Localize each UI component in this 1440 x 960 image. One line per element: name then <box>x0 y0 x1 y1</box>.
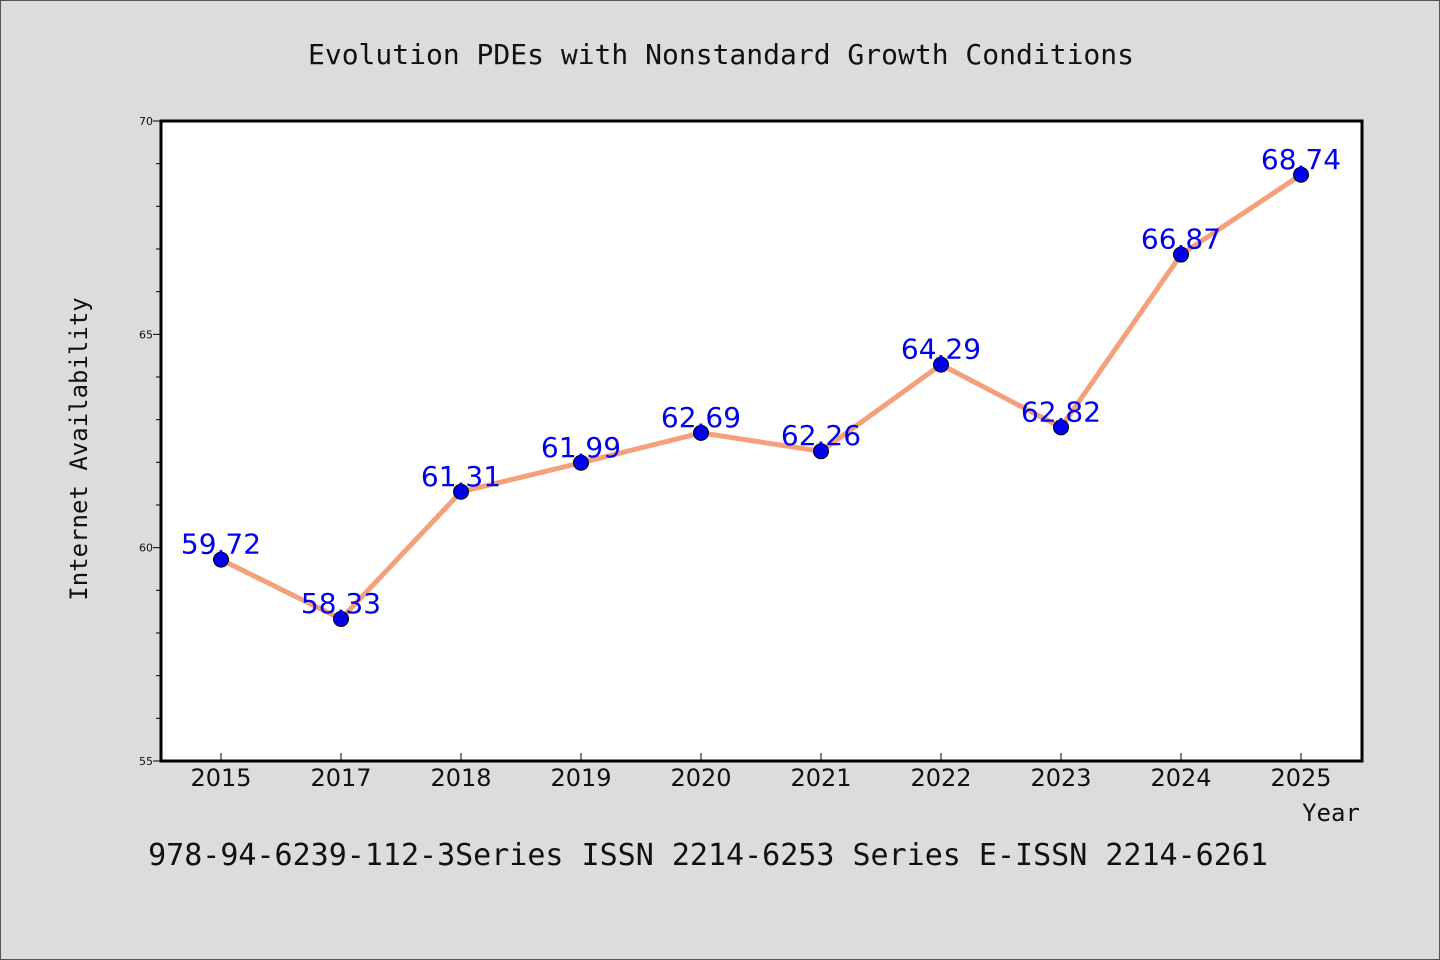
data-label: 58.33 <box>301 587 381 620</box>
x-axis-label: Year <box>1302 799 1360 827</box>
x-tick-label: 2022 <box>910 764 971 792</box>
data-point <box>693 424 709 441</box>
data-label: 61.99 <box>541 431 621 464</box>
data-label: 62.82 <box>1021 395 1101 428</box>
data-point <box>213 551 229 568</box>
data-point <box>1293 166 1309 183</box>
y-axis: 55 60 65 70 <box>139 115 161 768</box>
x-tick-label: 2018 <box>430 764 491 792</box>
data-point <box>933 356 949 373</box>
series-line <box>218 172 1304 622</box>
footer-text: 978-94-6239-112-3Series ISSN 2214-6253 S… <box>148 838 1268 873</box>
y-tick-label: 65 <box>139 328 153 341</box>
data-point <box>1173 246 1189 263</box>
data-point <box>453 483 469 500</box>
y-axis-label: Internet Availability <box>65 297 93 600</box>
data-labels: 59.72 58.33 61.31 61.99 62.69 62.26 64.29 62.82… <box>181 143 1341 620</box>
data-point <box>1053 419 1069 436</box>
x-tick-label: 2025 <box>1270 764 1331 792</box>
data-markers <box>213 166 1309 627</box>
data-point <box>813 443 829 460</box>
x-axis: 2015 2017 2018 2019 2020 2021 2022 2023 2024 2025 <box>190 753 1332 792</box>
x-tick-label: 2024 <box>1150 764 1211 792</box>
x-tick-label: 2015 <box>190 764 251 792</box>
data-label: 66.87 <box>1141 223 1221 256</box>
data-point <box>573 454 589 471</box>
data-label: 64.29 <box>901 333 981 366</box>
data-label: 61.31 <box>421 460 501 493</box>
x-tick-label: 2019 <box>550 764 611 792</box>
data-label: 62.69 <box>661 401 741 434</box>
data-label: 68.74 <box>1261 143 1341 176</box>
x-tick-label: 2020 <box>670 764 731 792</box>
x-tick-label: 2017 <box>310 764 371 792</box>
y-tick-label: 55 <box>139 755 153 768</box>
y-tick-label: 70 <box>139 115 153 128</box>
y-tick-label: 60 <box>139 542 153 555</box>
data-label: 59.72 <box>181 528 261 561</box>
x-tick-label: 2023 <box>1030 764 1091 792</box>
x-tick-label: 2021 <box>790 764 851 792</box>
chart-title: Evolution PDEs with Nonstandard Growth C… <box>308 38 1134 71</box>
data-label: 62.26 <box>781 419 861 452</box>
data-point <box>333 610 349 627</box>
